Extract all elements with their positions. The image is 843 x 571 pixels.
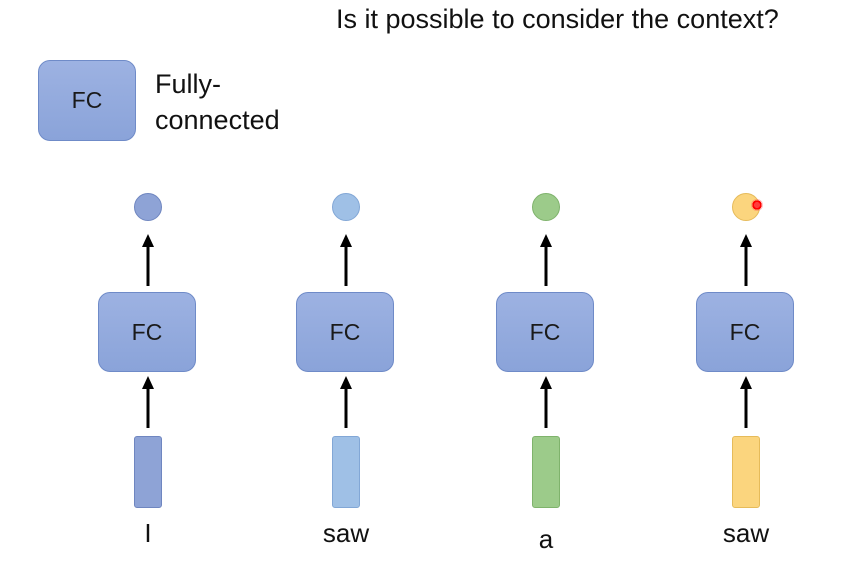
input-word: I bbox=[144, 518, 152, 548]
fc-block: FC bbox=[696, 292, 794, 372]
legend-fc-box: FC bbox=[38, 60, 136, 141]
legend-fc-label: FC bbox=[71, 87, 103, 113]
fc-label: FC bbox=[529, 318, 561, 345]
fc-block: FC bbox=[296, 292, 394, 372]
column-word-4: FC saw bbox=[696, 0, 796, 571]
fc-label: FC bbox=[131, 318, 163, 345]
input-vector bbox=[532, 436, 560, 508]
arrow-up-icon bbox=[142, 234, 154, 286]
fc-label: FC bbox=[329, 318, 361, 345]
arrow-up-icon bbox=[740, 376, 752, 428]
input-vector bbox=[332, 436, 360, 508]
column-word-1: FC I bbox=[98, 0, 198, 571]
legend-text-line2: connected bbox=[155, 105, 280, 135]
fc-label: FC bbox=[729, 318, 761, 345]
arrow-up-icon bbox=[340, 376, 352, 428]
fc-block: FC bbox=[98, 292, 196, 372]
slide-title: Is it possible to consider the context? bbox=[336, 4, 779, 34]
output-dot bbox=[332, 193, 360, 221]
input-vector bbox=[134, 436, 162, 508]
column-word-2: FC saw bbox=[296, 0, 396, 571]
arrow-up-icon bbox=[142, 376, 154, 428]
output-dot bbox=[134, 193, 162, 221]
arrow-up-icon bbox=[740, 234, 752, 286]
laser-pointer-icon bbox=[751, 199, 763, 211]
column-word-3: FC a bbox=[496, 0, 596, 571]
arrow-up-icon bbox=[540, 376, 552, 428]
input-word: saw bbox=[722, 518, 770, 548]
fc-block: FC bbox=[496, 292, 594, 372]
input-vector bbox=[732, 436, 760, 508]
output-dot bbox=[532, 193, 560, 221]
input-word: a bbox=[538, 524, 554, 554]
arrow-up-icon bbox=[340, 234, 352, 286]
input-word: saw bbox=[322, 518, 370, 548]
arrow-up-icon bbox=[540, 234, 552, 286]
legend-description: Fully- connected bbox=[155, 66, 280, 138]
legend-text-line1: Fully- bbox=[155, 69, 221, 99]
